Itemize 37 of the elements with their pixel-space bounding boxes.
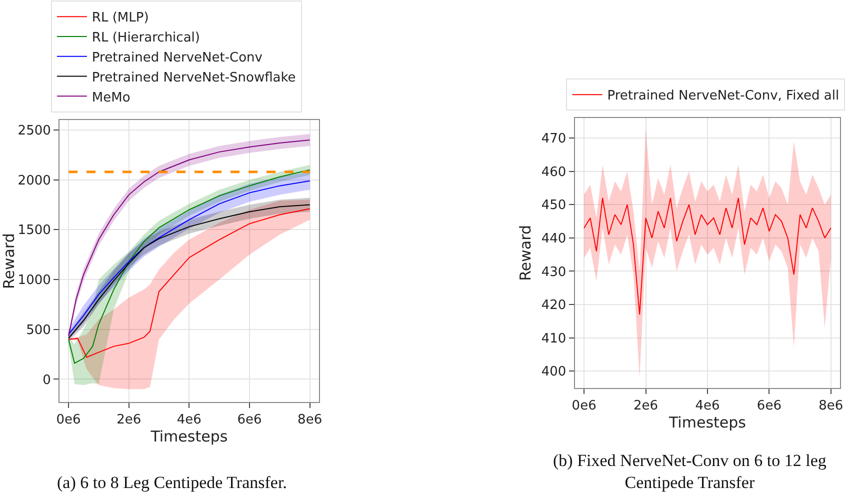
x-axis-title: Timesteps <box>668 413 746 432</box>
x-tick-label: 6e6 <box>237 412 262 428</box>
x-tick-label: 2e6 <box>116 412 142 428</box>
x-axis-title: Timesteps <box>150 428 228 446</box>
y-tick-label: 500 <box>26 322 51 338</box>
y-tick-label: 1500 <box>18 223 51 238</box>
x-tick-label: 4e6 <box>176 412 202 428</box>
x-tick-label: 4e6 <box>695 398 720 414</box>
y-tick-label: 400 <box>541 364 566 380</box>
legend-label: RL (MLP) <box>92 10 149 26</box>
x-tick-label: 0e6 <box>56 412 81 428</box>
y-tick-label: 440 <box>541 231 566 246</box>
y-tick-label: 2500 <box>18 124 51 139</box>
y-tick-label: 450 <box>541 198 566 214</box>
y-tick-label: 1000 <box>18 273 51 288</box>
legend-label: RL (Hierarchical) <box>92 30 200 46</box>
legend-label: Pretrained NerveNet-Conv <box>92 50 263 66</box>
y-axis-title: Reward <box>0 233 18 290</box>
y-axis-title: Reward <box>516 224 535 281</box>
y-tick-label: 470 <box>541 132 566 147</box>
text: (b) Fixed NerveNet-Conv on 6 to 12 leg Centipede Transfer <box>553 451 827 492</box>
x-tick-label: 8e6 <box>298 412 322 428</box>
y-tick-label: 410 <box>541 331 566 346</box>
x-tick-label: 8e6 <box>818 398 844 414</box>
y-tick-label: 460 <box>541 164 566 180</box>
legend-label: MeMo <box>92 90 130 106</box>
x-tick-label: 0e6 <box>572 398 596 414</box>
legend-label: Pretrained NerveNet-Snowflake <box>92 70 296 86</box>
y-tick-label: 2000 <box>18 173 51 188</box>
line-series <box>584 197 832 316</box>
text: (a) 6 to 8 Leg Centipede Transfer. <box>57 473 287 492</box>
y-tick-label: 0 <box>42 372 51 388</box>
y-tick-label: 430 <box>541 264 566 280</box>
x-tick-label: 6e6 <box>756 398 782 414</box>
y-tick-label: 420 <box>541 298 566 314</box>
legend-label: Pretrained NerveNet-Conv, Fixed all <box>607 88 840 104</box>
x-tick-label: 2e6 <box>634 398 658 414</box>
